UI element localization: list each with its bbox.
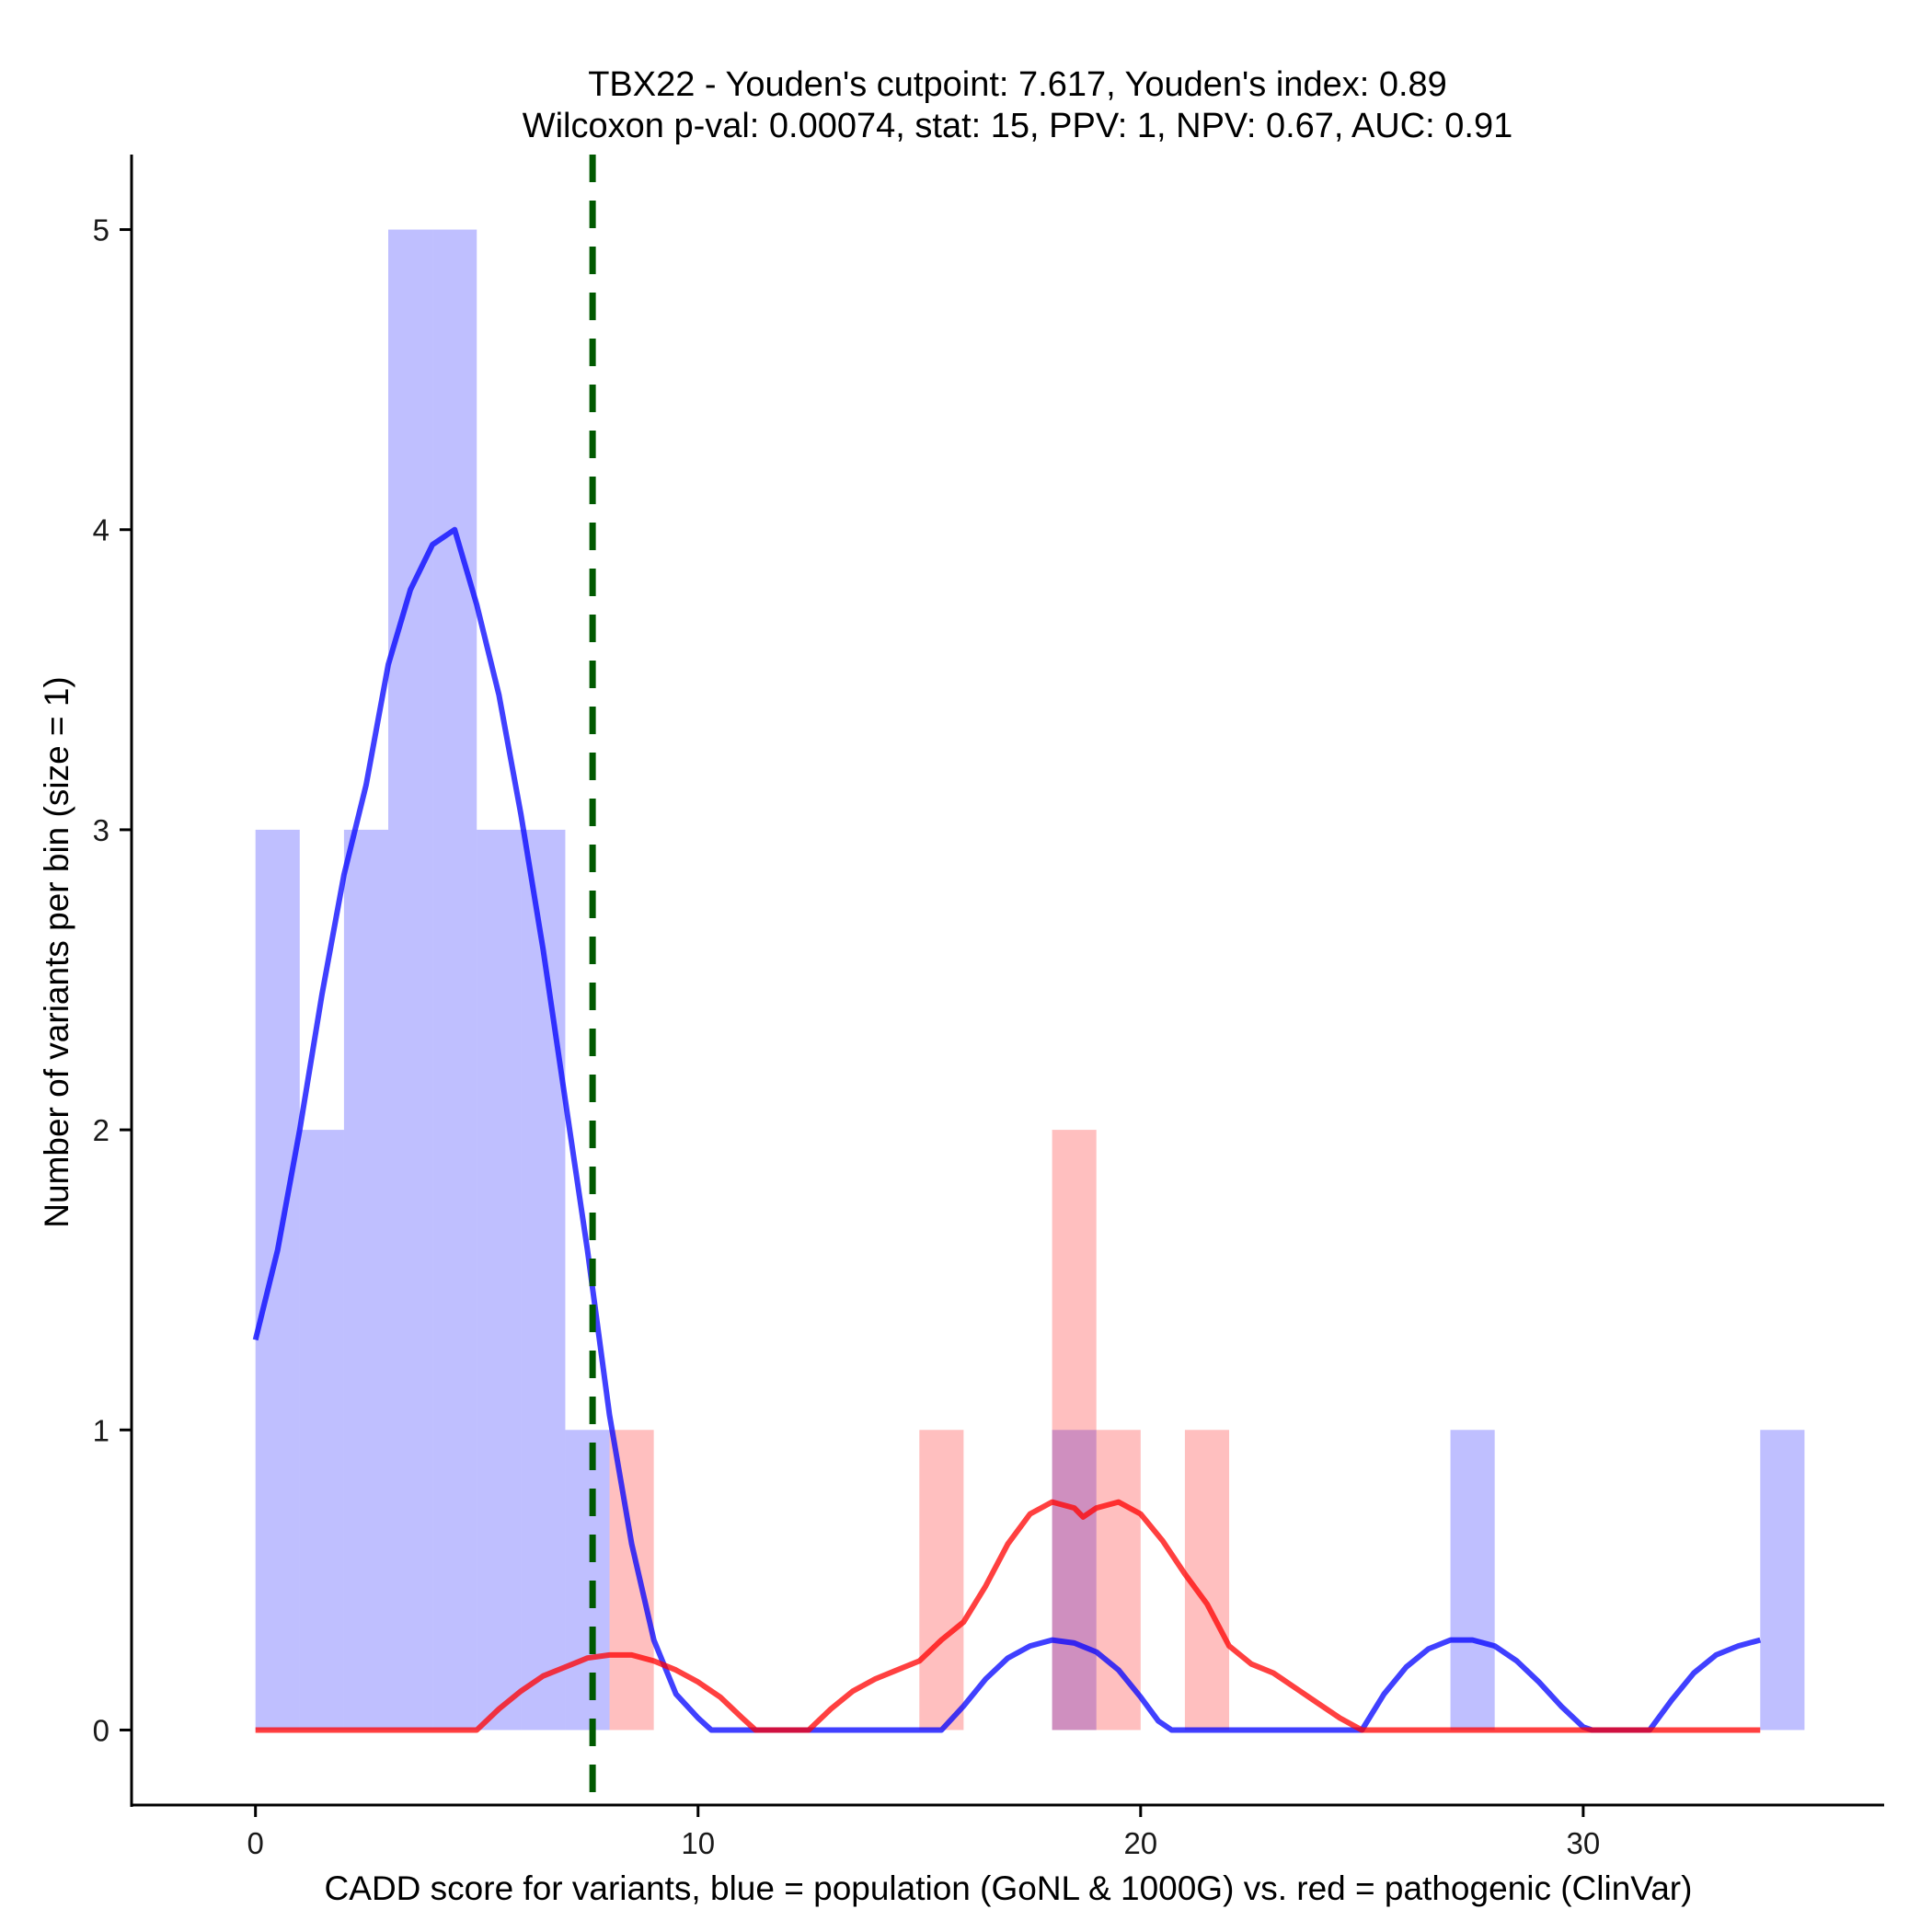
- y-tick-label: 3: [93, 813, 109, 847]
- population-density-line: [252, 526, 1762, 1733]
- y-tick-label: 4: [93, 513, 109, 547]
- population-bar: [565, 1430, 610, 1731]
- pathogenic-bar: [1052, 1130, 1097, 1731]
- population-bar: [299, 1130, 344, 1731]
- population-bar: [1450, 1430, 1495, 1731]
- x-tick-label: 30: [1567, 1826, 1601, 1860]
- pathogenic-bar: [919, 1430, 964, 1731]
- x-tick-label: 10: [681, 1826, 715, 1860]
- population-bar: [432, 229, 477, 1731]
- pathogenic-bar: [609, 1430, 654, 1731]
- population-bar: [477, 829, 522, 1731]
- y-tick-label: 1: [93, 1413, 109, 1447]
- population-bar: [1760, 1430, 1805, 1731]
- y-axis-label: Number of variants per bin (size = 1): [38, 676, 75, 1227]
- y-tick-label: 5: [93, 213, 109, 247]
- x-axis-ticks: 0 10 20 30: [247, 1805, 1601, 1860]
- x-tick-label: 20: [1123, 1826, 1157, 1860]
- population-bar: [255, 829, 300, 1731]
- y-tick-label: 2: [93, 1113, 109, 1147]
- histogram-bars: [255, 229, 1805, 1731]
- population-bar: [388, 229, 433, 1731]
- x-tick-label: 0: [247, 1826, 264, 1860]
- axes: [130, 155, 1884, 1807]
- y-tick-label: 0: [93, 1713, 109, 1747]
- population-bar: [521, 829, 566, 1731]
- title-line-1: TBX22 - Youden's cutpoint: 7.617, Youden…: [588, 65, 1447, 104]
- population-bar: [343, 829, 389, 1731]
- pathogenic-density-line: [255, 1499, 1761, 1733]
- population-bar: [1052, 1430, 1097, 1731]
- y-axis-ticks: 0 1 2 3 4 5: [93, 213, 132, 1747]
- pathogenic-bar: [1096, 1430, 1141, 1731]
- density-curves: [252, 526, 1762, 1733]
- plot-title: TBX22 - Youden's cutpoint: 7.617, Youden…: [523, 65, 1513, 145]
- title-line-2: Wilcoxon p-val: 0.00074, stat: 15, PPV: …: [523, 107, 1513, 145]
- x-axis-label: CADD score for variants, blue = populati…: [325, 1869, 1693, 1907]
